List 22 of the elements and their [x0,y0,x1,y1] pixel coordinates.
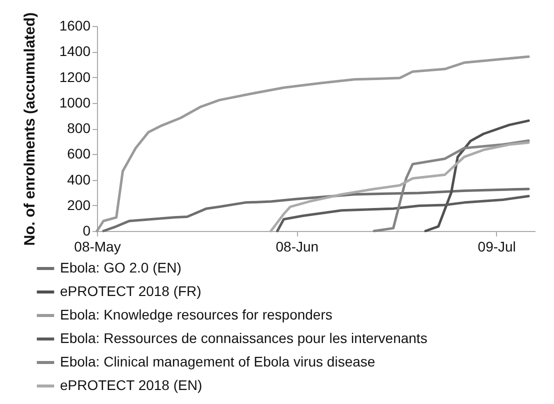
y-tick-label: 200 [67,196,91,213]
y-tick-label: 1600 [59,18,91,34]
y-tick-label: 1000 [59,94,91,110]
legend-label: Ebola: Clinical management of Ebola virus disease [60,354,376,370]
y-tick-label: 600 [67,146,91,162]
y-tick-label: 0 [82,222,91,238]
line-series [372,139,530,232]
legend-label: Ebola: Knowledge resources for responders [60,306,332,322]
legend-label: ePROTECT 2018 (EN) [60,377,202,393]
y-axis-title: No. of enrolments (accumulated) [21,12,38,246]
y-tick-label: 1200 [59,68,91,85]
line-series [102,188,530,232]
y-tick-label: 1400 [59,43,91,60]
line-series [96,55,530,232]
legend-label: Ebola: GO 2.0 (EN) [60,260,182,276]
legend-label: Ebola: Ressources de connaissances pour les intervenants [60,330,428,346]
y-tick-label: 800 [67,120,91,136]
y-tick-label: 400 [67,171,91,188]
legend-label: ePROTECT 2018 (FR) [60,283,202,299]
x-tick-label: 08-Jun [276,238,319,254]
x-tick-label: 08-May [74,238,121,254]
x-tick-label: 09-Jul [478,238,516,254]
